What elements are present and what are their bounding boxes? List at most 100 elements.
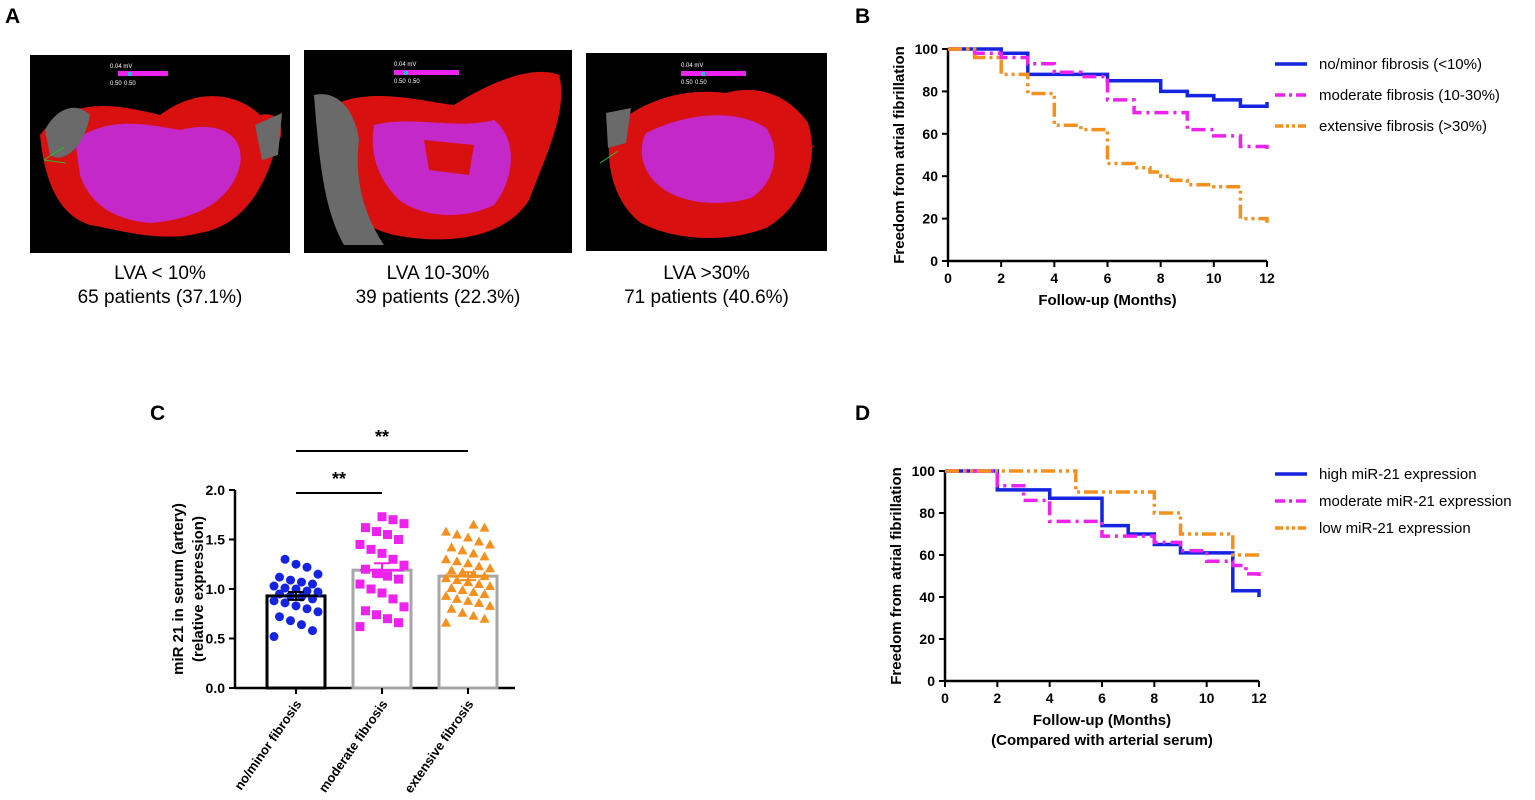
data-point: [286, 575, 295, 585]
x-tick-label: 4: [1050, 270, 1058, 286]
data-point: [313, 587, 323, 597]
map-scale-value: 0.04 mV: [394, 62, 416, 68]
data-point: [446, 565, 457, 575]
data-point: [441, 590, 451, 600]
y-tick-label: 0: [927, 673, 935, 689]
data-point: [474, 536, 484, 546]
data-point: [275, 572, 284, 582]
x-tick-label: 6: [1104, 270, 1112, 286]
data-point: [355, 539, 365, 549]
data-point: [485, 539, 495, 549]
legend-label-2: moderate fibrosis (10-30%): [1319, 87, 1500, 104]
series-line-1: [948, 47, 1269, 108]
data-point: [383, 614, 392, 624]
data-point: [291, 559, 301, 569]
data-point: [441, 554, 451, 564]
legend-label-1: no/minor fibrosis (<10%): [1319, 56, 1482, 73]
data-point: [269, 596, 279, 606]
x-tick-label: 12: [1251, 690, 1267, 706]
data-point: [280, 583, 290, 593]
data-point: [355, 622, 365, 632]
data-point: [394, 535, 403, 544]
map-scale-value: 0.04 mV: [681, 63, 703, 69]
y-axis-subtitle: (relative expression): [190, 516, 207, 662]
data-point: [468, 586, 479, 596]
data-point: [313, 607, 323, 617]
data-point: [377, 588, 387, 598]
map-caption-2: LVA 10-30% 39 patients (22.3%): [304, 262, 572, 310]
map-caption-title: LVA 10-30%: [386, 263, 490, 284]
chart-d-survival: 0 2 4 6 8 10 12 0 20 40 60 80 100 Follow-up (Months) (…: [888, 463, 1512, 749]
map-scale-min: 0.50: [394, 79, 406, 85]
x-tick-label: 2: [997, 270, 1005, 286]
data-point: [286, 616, 295, 626]
series-line-2: [948, 47, 1269, 151]
series-line-3: [945, 469, 1261, 557]
data-point: [372, 610, 381, 620]
x-tick-label: extensive fibrosis: [401, 697, 476, 796]
data-point: [275, 612, 284, 622]
data-point: [457, 545, 468, 555]
x-tick-label: 10: [1206, 270, 1222, 286]
x-tick-label: 10: [1199, 690, 1215, 706]
legend-label-3: extensive fibrosis (>30%): [1319, 118, 1487, 135]
series-line-2: [945, 469, 1261, 579]
data-point: [377, 548, 387, 558]
x-tick-label: 12: [1259, 270, 1275, 286]
data-point: [468, 519, 479, 529]
legend-label-2: moderate miR-21 expression: [1319, 493, 1512, 510]
series-line-3: [948, 47, 1269, 223]
y-axis-title: Freedom from atrial fibrillation: [891, 46, 908, 264]
map-scale-min: 0.50: [681, 80, 693, 86]
x-tick-label: 0: [944, 270, 952, 286]
y-axis-title: miR 21 in serum (artery): [170, 503, 187, 675]
data-point: [308, 626, 317, 636]
y-tick-label: 60: [919, 547, 935, 563]
map-scale-min: 0.50: [110, 81, 122, 87]
data-point: [446, 542, 457, 552]
voltage-map-1: 0.04 mV 0.50 0.50: [30, 55, 290, 253]
data-point: [388, 515, 398, 525]
chart-c-expression: 0.0 0.5 1.0 1.5 2.0 miR 21 in serum (artery)(…: [170, 427, 515, 796]
y-tick-label: 0.0: [206, 680, 226, 696]
data-point: [452, 556, 462, 566]
data-point: [463, 577, 473, 587]
y-tick-label: 80: [922, 83, 938, 99]
voltage-map-3: 0.04 mV 0.50 0.50: [586, 53, 827, 251]
map-caption-1: LVA < 10% 65 patients (37.1%): [30, 262, 290, 310]
map-scale-value: 0.04 mV: [110, 64, 132, 70]
panel-label-c: C: [150, 402, 166, 425]
data-point: [399, 560, 409, 570]
x-tick-label: 8: [1150, 690, 1158, 706]
data-point: [366, 584, 376, 594]
data-point: [441, 573, 451, 583]
y-tick-label: 2.0: [206, 482, 226, 498]
data-point: [479, 588, 490, 598]
y-tick-label: 0.5: [206, 631, 226, 647]
data-point: [463, 532, 473, 542]
panel-label-a: A: [5, 5, 21, 28]
data-point: [452, 575, 462, 585]
y-tick-label: 20: [922, 211, 938, 227]
data-point: [297, 620, 306, 630]
data-point: [485, 600, 495, 610]
data-point: [361, 523, 370, 533]
data-point: [446, 583, 457, 593]
data-point: [479, 551, 490, 561]
map-caption-count: 39 patients (22.3%): [355, 287, 521, 308]
data-point: [269, 581, 279, 591]
x-axis-subtitle: (Compared with arterial serum): [991, 732, 1213, 749]
x-tick-label: 6: [1098, 690, 1106, 706]
data-point: [452, 593, 462, 603]
data-point: [479, 522, 490, 532]
x-tick-label: 2: [993, 690, 1001, 706]
chart-b-survival: 0 2 4 6 8 10 12 0 20 40 60 80 100 Follow-up (Months) F…: [891, 41, 1500, 309]
data-point: [388, 594, 398, 604]
data-point: [383, 530, 392, 540]
data-point: [372, 568, 381, 578]
y-tick-label: 40: [919, 589, 935, 605]
x-tick-label: 0: [941, 690, 949, 706]
data-point: [388, 554, 398, 564]
x-axis-title: Follow-up (Months): [1033, 712, 1171, 729]
map-scale-max: 0.50: [124, 81, 136, 87]
